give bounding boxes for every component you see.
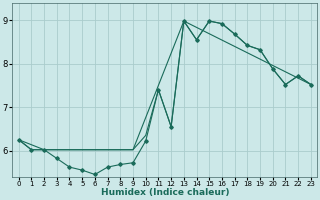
X-axis label: Humidex (Indice chaleur): Humidex (Indice chaleur)	[100, 188, 229, 197]
